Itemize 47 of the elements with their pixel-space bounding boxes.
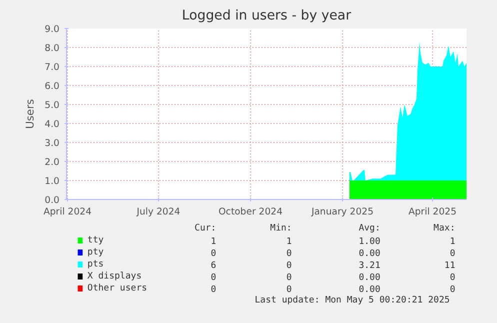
text: 0 <box>286 285 292 295</box>
text: 0 <box>286 273 292 283</box>
x-tick-label: April 2025 <box>408 206 457 218</box>
y-tick-label: 1.0 <box>44 176 60 187</box>
text: 1 <box>210 237 216 247</box>
legend-label: pts <box>87 260 104 270</box>
y-tick-label: 0.0 <box>44 195 60 206</box>
text: 1 <box>286 237 292 247</box>
y-tick-label: 9.0 <box>44 24 60 35</box>
legend-label: X displays <box>87 272 142 282</box>
text: Max: <box>434 224 456 234</box>
text: Min: <box>270 224 292 234</box>
x-tick-label: January 2025 <box>310 206 374 218</box>
y-tick-label: 7.0 <box>44 62 60 73</box>
text: 0 <box>210 249 216 259</box>
text: 1 <box>450 237 456 247</box>
text: 3.21 <box>358 261 380 271</box>
y-axis-title: Users <box>24 98 37 129</box>
text: Avg: <box>358 224 380 234</box>
text: Cur: <box>194 224 216 234</box>
text: 0 <box>450 273 456 283</box>
legend-label: tty <box>87 236 104 246</box>
x-tick-label: October 2024 <box>218 206 283 218</box>
text: 1.00 <box>358 237 380 247</box>
text: 0 <box>286 261 292 271</box>
legend-label: Other users <box>87 284 148 294</box>
x-tick-label: April 2024 <box>43 206 92 218</box>
text: 0.00 <box>358 249 380 259</box>
y-tick-label: 3.0 <box>44 138 60 149</box>
y-tick-label: 6.0 <box>44 81 60 92</box>
text: 0.00 <box>358 273 380 283</box>
y-tick-label: 8.0 <box>44 43 60 54</box>
legend-label: pty <box>87 248 104 258</box>
x-tick-label: July 2024 <box>136 206 180 218</box>
text: 0 <box>450 285 456 295</box>
text: 6 <box>210 261 216 271</box>
text: Last update: Mon May 5 00:20:21 2025 <box>254 296 450 306</box>
text: 0 <box>286 249 292 259</box>
y-tick-label: 4.0 <box>44 119 60 130</box>
y-tick-label: 5.0 <box>44 100 60 111</box>
chart-title: Logged in users - by year <box>182 8 352 24</box>
text: 0 <box>210 273 216 283</box>
text: 0.00 <box>358 285 380 295</box>
y-tick-label: 2.0 <box>44 157 60 168</box>
text: 0 <box>450 249 456 259</box>
text: 11 <box>444 261 456 271</box>
text: 0 <box>210 285 216 295</box>
